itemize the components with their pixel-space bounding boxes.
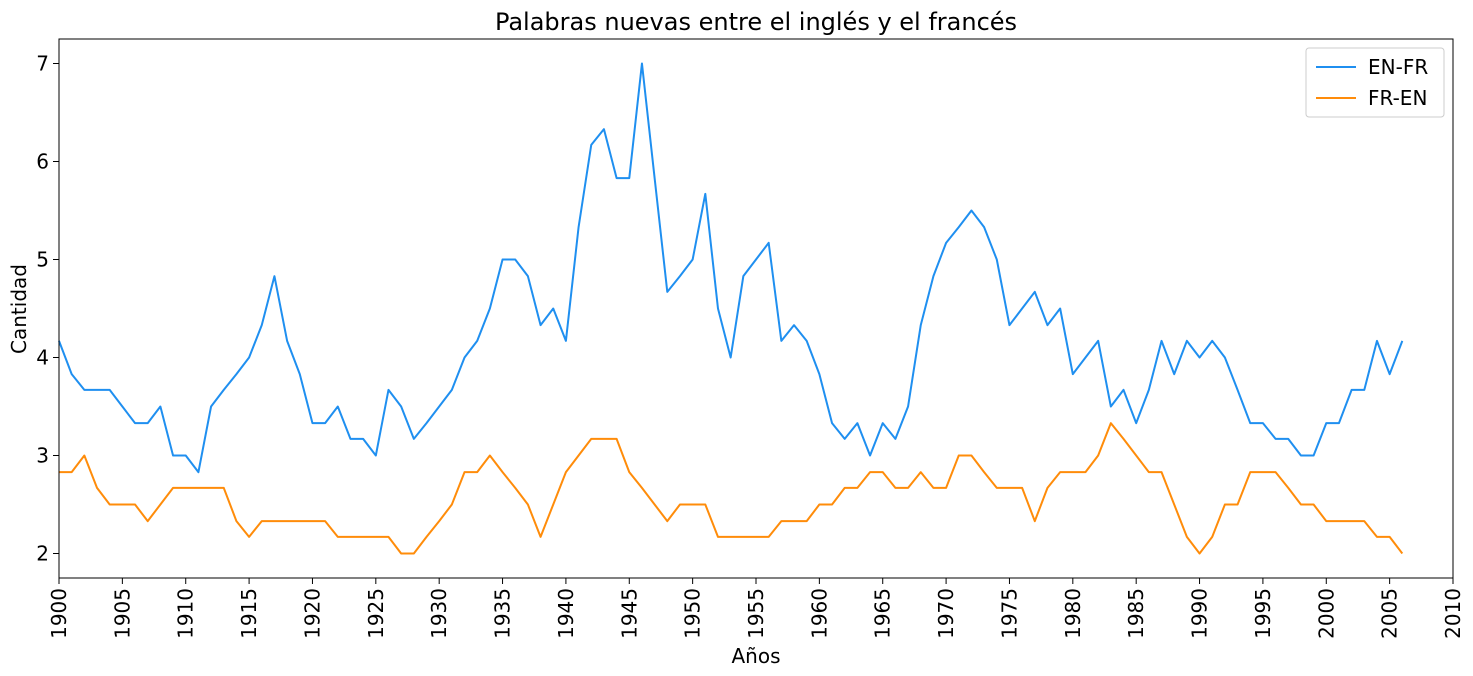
y-tick-label: 6: [36, 150, 49, 174]
x-tick-label: 1955: [744, 588, 768, 639]
x-axis-label: Años: [731, 644, 780, 668]
y-tick-label: 2: [36, 542, 49, 566]
x-tick-label: 1910: [174, 588, 198, 639]
x-tick-label: 1920: [300, 588, 324, 639]
legend: EN-FR FR-EN: [1305, 47, 1445, 118]
x-tick-label: 1970: [934, 588, 958, 639]
x-tick-label: 1965: [871, 588, 895, 639]
x-tick-label: 1990: [1188, 588, 1212, 639]
legend-box: [1305, 47, 1445, 118]
x-tick-label: 2005: [1378, 588, 1402, 639]
y-axis: 2 3 4 5 6 7: [36, 52, 59, 566]
y-tick-label: 7: [36, 52, 49, 76]
x-tick-label: 2010: [1441, 588, 1465, 639]
x-tick-label: 1950: [681, 588, 705, 639]
y-axis-label: Cantidad: [7, 264, 31, 354]
x-tick-label: 2000: [1314, 588, 1338, 639]
x-tick-label: 1985: [1124, 588, 1148, 639]
x-tick-label: 1935: [491, 588, 515, 639]
y-tick-label: 5: [36, 248, 49, 272]
x-tick-label: 1900: [47, 588, 71, 639]
x-tick-label: 1945: [617, 588, 641, 639]
series-line-en-fr: [58, 62, 1404, 474]
x-axis: 1900 1905 1910 1915 1920 1925 1930 1935 1940 1945…: [47, 578, 1465, 639]
x-tick-label: 1975: [997, 588, 1021, 639]
legend-label-en-fr: EN-FR: [1368, 55, 1428, 79]
x-tick-label: 1930: [427, 588, 451, 639]
plot-area: [58, 38, 1454, 579]
chart-title: Palabras nuevas entre el inglés y el fra…: [495, 8, 1017, 36]
x-tick-label: 1905: [110, 588, 134, 639]
plot-frame: [58, 38, 1454, 579]
x-tick-label: 1980: [1061, 588, 1085, 639]
y-tick-label: 4: [36, 346, 49, 370]
series-line-fr-en: [59, 422, 1404, 555]
x-tick-label: 1940: [554, 588, 578, 639]
y-tick-label: 3: [36, 444, 49, 468]
x-tick-label: 1925: [364, 588, 388, 639]
legend-label-fr-en: FR-EN: [1368, 86, 1427, 110]
x-tick-label: 1960: [807, 588, 831, 639]
x-tick-label: 1915: [237, 588, 261, 639]
x-tick-label: 1995: [1251, 588, 1275, 639]
